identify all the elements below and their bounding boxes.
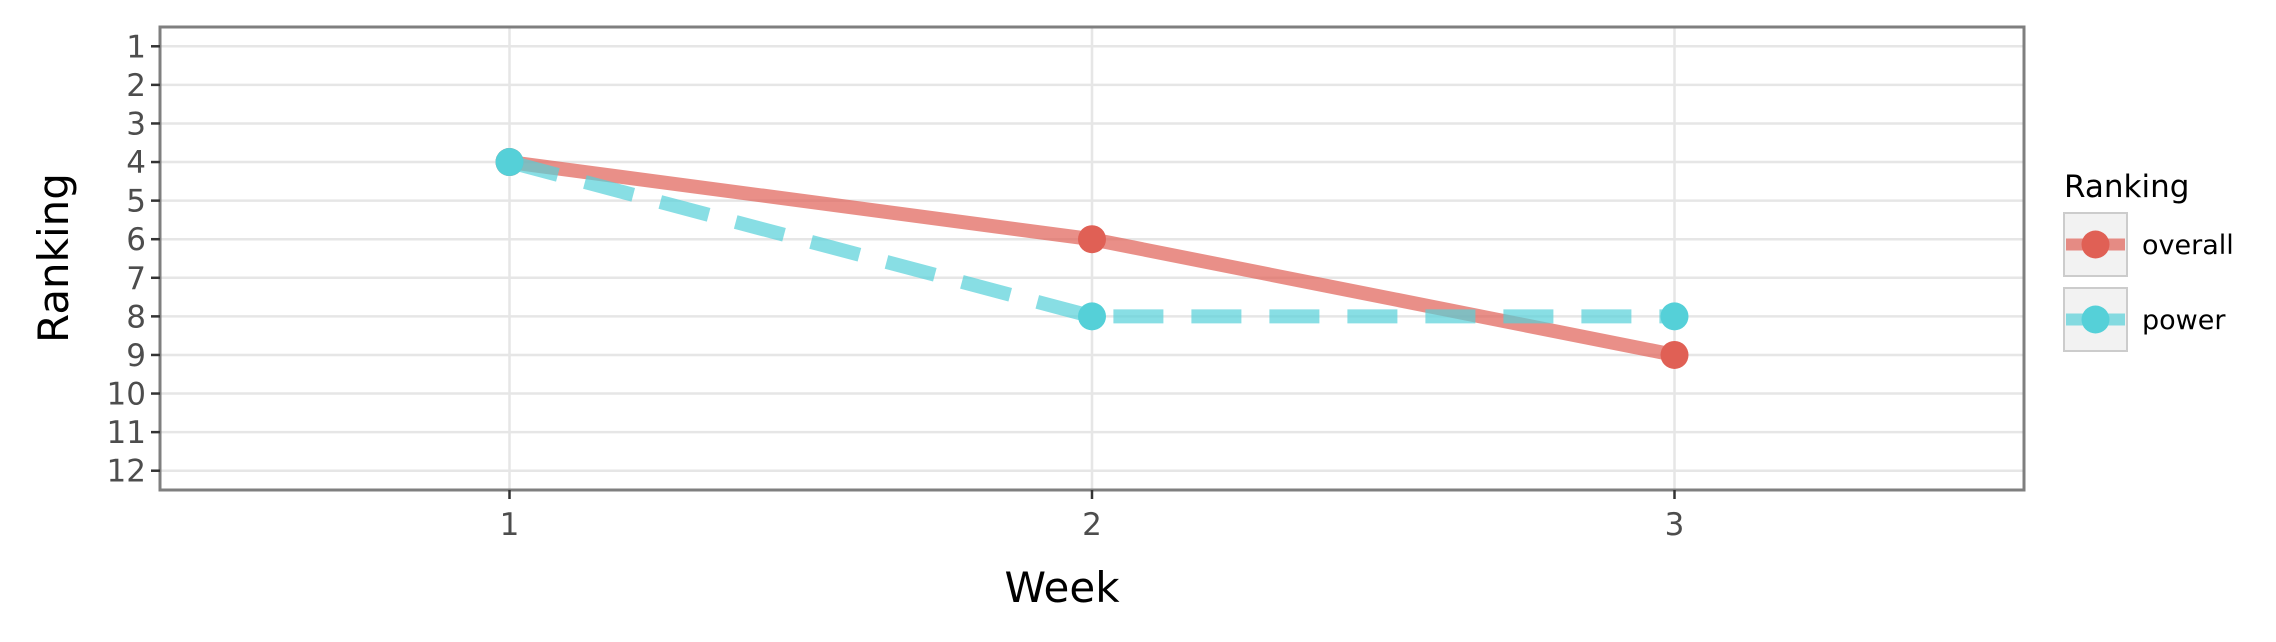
legend-label-power: power [2142,305,2226,336]
point-power-week-1 [495,148,524,177]
legend-key-point-power [2081,305,2110,334]
y-tick-label-9: 9 [126,338,146,374]
series-line-power [507,155,1675,324]
y-tick-label-10: 10 [107,377,146,413]
y-tick-label-4: 4 [126,145,146,181]
x-axis-title: Week [1004,563,1120,612]
legend-label-overall: overall [2142,230,2234,261]
y-tick-label-12: 12 [107,454,146,490]
legend-key-point-overall [2081,230,2110,259]
y-tick-label-11: 11 [107,415,146,451]
y-tick-label-1: 1 [126,29,146,65]
legend-item-overall: overall [2063,212,2234,277]
y-tick-label-7: 7 [126,261,146,297]
y-axis-title: Ranking [29,173,78,343]
legend-title: Ranking [2064,169,2189,205]
x-tick-label-2: 2 [1082,507,1102,543]
point-power-week-3 [1660,302,1689,331]
y-tick-label-5: 5 [126,184,146,220]
legend-item-power: power [2063,287,2226,352]
x-tick-label-1: 1 [500,507,520,543]
y-tick-label-3: 3 [126,106,146,142]
x-tick-label-3: 3 [1665,507,1685,543]
y-tick-label-6: 6 [126,222,146,258]
point-overall-week-3 [1660,340,1689,369]
point-overall-week-2 [1078,225,1106,254]
legend: Ranking overall power [2063,169,2234,352]
grid-layer [160,27,2024,490]
point-power-week-2 [1078,302,1106,331]
series-layer [495,148,1689,369]
y-tick-label-8: 8 [126,299,146,335]
y-tick-label-2: 2 [126,68,146,104]
